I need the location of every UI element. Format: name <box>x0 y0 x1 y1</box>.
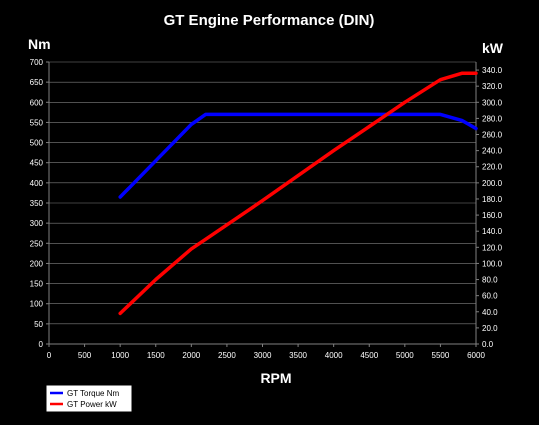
right-tick-label: 0.0 <box>482 340 494 349</box>
right-tick-label: 80.0 <box>482 276 498 285</box>
left-tick-label: 250 <box>30 239 44 248</box>
left-tick-label: 500 <box>30 139 44 148</box>
right-tick-label: 160.0 <box>482 211 503 220</box>
left-axis-unit: Nm <box>28 36 51 52</box>
right-tick-label: 200.0 <box>482 179 503 188</box>
x-axis-label: RPM <box>260 370 291 386</box>
left-tick-label: 650 <box>30 78 44 87</box>
gridlines <box>49 61 476 325</box>
series-lines <box>118 71 478 316</box>
legend-label: GT Power kW <box>67 400 117 409</box>
right-axis-unit: kW <box>482 40 504 56</box>
right-tick-label: 60.0 <box>482 292 498 301</box>
left-tick-label: 700 <box>30 58 44 67</box>
right-tick-label: 300.0 <box>482 98 503 107</box>
left-tick-label: 100 <box>30 300 44 309</box>
right-tick-label: 240.0 <box>482 147 503 156</box>
right-tick-label: 260.0 <box>482 131 503 140</box>
x-tick-label: 3500 <box>289 351 307 360</box>
left-tick-label: 550 <box>30 118 44 127</box>
x-tick-label: 1500 <box>147 351 165 360</box>
right-tick-label: 100.0 <box>482 259 503 268</box>
x-tick-label: 500 <box>78 351 92 360</box>
x-tick-label: 4500 <box>360 351 378 360</box>
left-tick-label: 450 <box>30 159 44 168</box>
right-tick-label: 220.0 <box>482 163 503 172</box>
power-line <box>118 71 478 316</box>
right-tick-label: 320.0 <box>482 82 503 91</box>
right-tick-labels: 0.0 20.0 40.0 60.0 80.0 100.0 120.0 140.0 160.0 1… <box>482 66 503 349</box>
x-tick-label: 1000 <box>111 351 129 360</box>
right-tick-label: 20.0 <box>482 324 498 333</box>
x-tick-label: 2500 <box>218 351 236 360</box>
x-tick-label: 0 <box>47 351 52 360</box>
right-tick-label: 340.0 <box>482 66 503 75</box>
x-tick-labels: 0 500 1000 1500 2000 2500 3000 3500 4000 4500 5000… <box>47 351 486 360</box>
left-tick-label: 200 <box>30 259 44 268</box>
legend: GT Torque Nm GT Power kW <box>45 384 133 413</box>
left-tick-label: 150 <box>30 280 44 289</box>
right-tick-label: 180.0 <box>482 195 503 204</box>
x-tick-label: 2000 <box>182 351 200 360</box>
left-tick-label: 0 <box>39 340 44 349</box>
x-tick-label: 4000 <box>325 351 343 360</box>
right-tick-label: 140.0 <box>482 227 503 236</box>
x-tick-label: 6000 <box>467 351 485 360</box>
x-tick-label: 5500 <box>432 351 450 360</box>
left-tick-label: 350 <box>30 199 44 208</box>
axes <box>46 61 479 347</box>
left-tick-label: 600 <box>30 98 44 107</box>
x-tick-label: 3000 <box>254 351 272 360</box>
left-tick-label: 300 <box>30 219 44 228</box>
legend-box <box>45 384 133 413</box>
left-tick-labels: 0 50 100 150 200 250 300 350 400 450 500 550 600 650 7… <box>30 58 44 349</box>
chart-title: GT Engine Performance (DIN) <box>164 12 375 29</box>
x-tick-label: 5000 <box>396 351 414 360</box>
right-tick-label: 280.0 <box>482 114 503 123</box>
right-tick-label: 120.0 <box>482 243 503 252</box>
left-tick-label: 400 <box>30 179 44 188</box>
torque-line <box>118 112 478 199</box>
left-tick-label: 50 <box>34 320 43 329</box>
legend-label: GT Torque Nm <box>67 389 120 398</box>
right-tick-label: 40.0 <box>482 308 498 317</box>
